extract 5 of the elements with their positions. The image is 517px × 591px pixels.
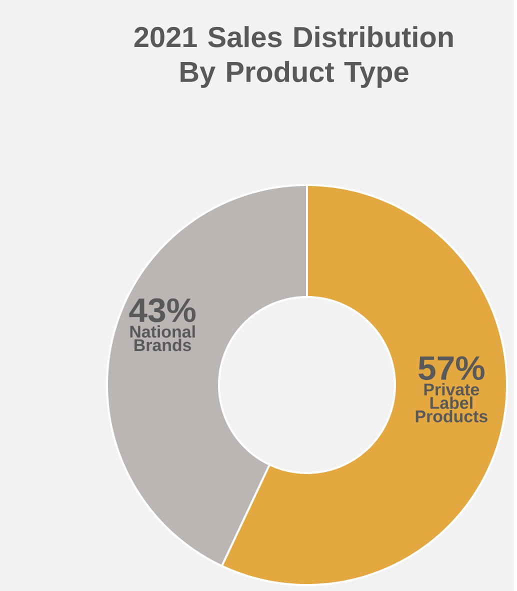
slice-label: National Brands xyxy=(130,325,195,352)
chart-title: 2021 Sales Distribution By Product Type xyxy=(134,26,453,88)
slice-label: Private Label Products xyxy=(416,383,488,422)
data-label: 43% xyxy=(129,298,196,322)
data-label: 57% xyxy=(418,356,484,380)
